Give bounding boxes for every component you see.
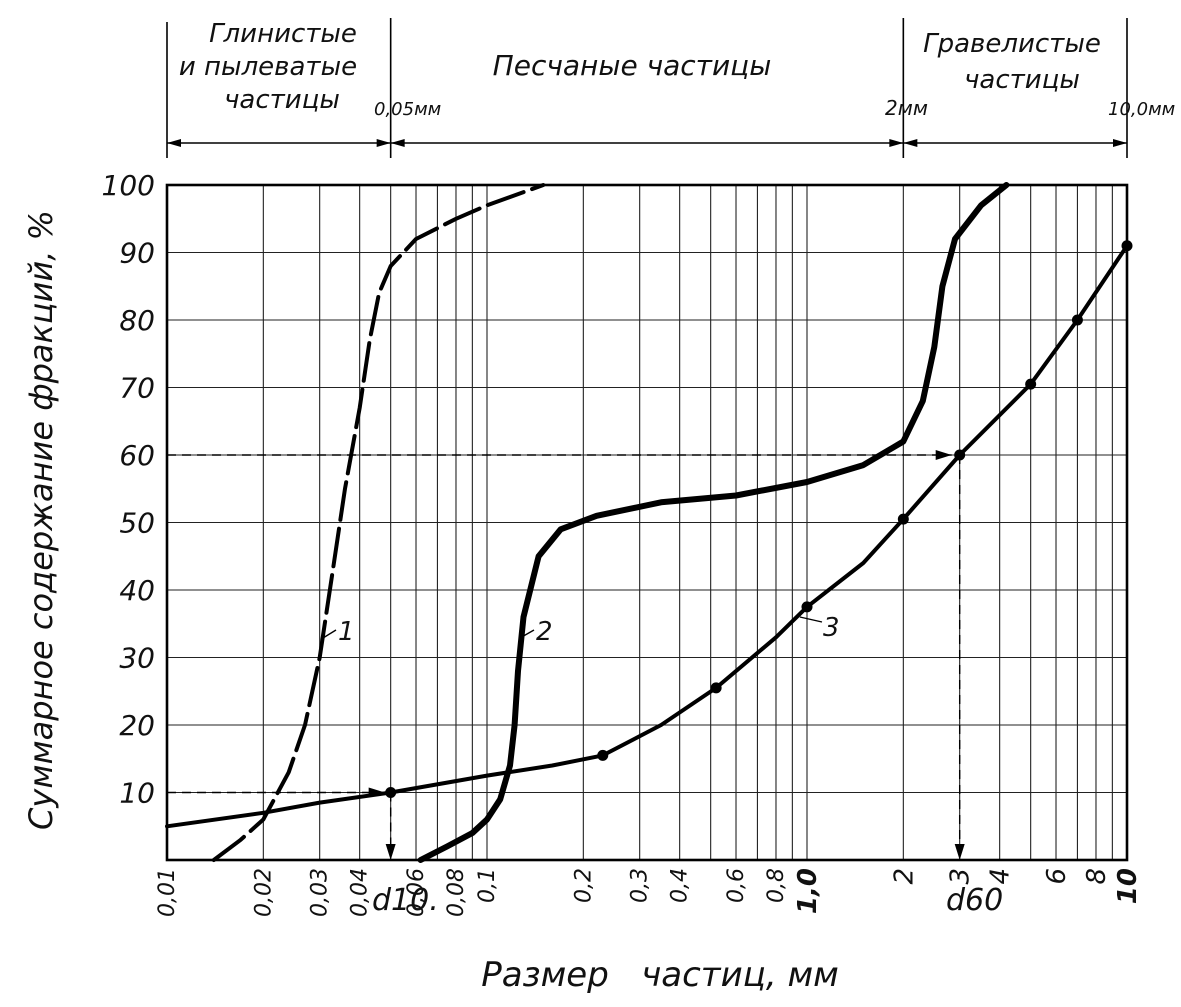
- x-tick-label: 0,08: [444, 868, 469, 917]
- x-tick-label: 0,8: [764, 868, 789, 903]
- x-tick-label: 1,0: [793, 868, 823, 914]
- x-tick-label: 2: [889, 868, 919, 885]
- zone-sand-label: Песчаные частицы: [493, 49, 772, 82]
- series-2-line: [417, 182, 1010, 863]
- grid: [165, 18, 1129, 862]
- series-2-pointer: [520, 629, 535, 638]
- labels: Глинистые и пылеватые частицы Песчаные ч…: [22, 19, 1175, 995]
- zone-arrow-head: [903, 139, 918, 147]
- y-ticks: 100 90 80 70 60 50 40 30 20 10: [102, 169, 155, 810]
- x-axis-title: Размер частиц, мм: [481, 955, 839, 995]
- series-3-point: [1121, 240, 1133, 252]
- zone-arrow-head: [390, 139, 405, 147]
- x-tick-label: 3: [946, 868, 976, 885]
- series-label-1: 1: [338, 617, 355, 647]
- zone-arrow-head: [1113, 139, 1127, 147]
- zone-gravel-line2: частицы: [964, 65, 1080, 95]
- series-1-pointer: [323, 629, 337, 638]
- y-tick-label: 100: [102, 169, 155, 202]
- x-tick-label: 0,2: [571, 868, 596, 903]
- guide-lines: [167, 450, 965, 860]
- annotation-d60: d60: [946, 883, 1003, 918]
- x-tick-label: 4: [986, 868, 1016, 885]
- series-3-point: [710, 682, 722, 694]
- series-3-point: [1071, 314, 1083, 326]
- series-3-point: [801, 601, 813, 613]
- x-tick-label: 0,6: [724, 868, 749, 903]
- series-3-point: [385, 787, 397, 798]
- series-3-point: [897, 513, 909, 525]
- x-tick-label: 0,1: [475, 868, 500, 903]
- x-tick-label: 0,03: [308, 868, 333, 917]
- x-tick-label: 0,06: [404, 868, 429, 917]
- series-3-pointer: [799, 616, 823, 623]
- guide-d60-arrow-h: [935, 450, 952, 460]
- series-1-line: [211, 183, 546, 862]
- y-tick-label: 10: [119, 777, 155, 810]
- series-3-point: [1025, 378, 1037, 390]
- y-tick-label: 70: [119, 372, 155, 405]
- x-tick-label: 10: [1113, 868, 1143, 904]
- guide-d60-arrow: [954, 844, 965, 860]
- series-3-point: [597, 749, 609, 761]
- y-tick-label: 30: [119, 642, 155, 675]
- boundary-label-005: 0,05мм: [374, 99, 441, 120]
- x-tick-label: 0,3: [628, 868, 653, 903]
- y-axis-title: Суммарное содержание фракций, %: [22, 210, 60, 830]
- x-ticks: 0,01 0,02 0,03 0,04 0,06 0,08 0,1 0,2 0,3 0,4 0,6 0…: [155, 868, 1143, 917]
- series-label-2: 2: [536, 617, 553, 647]
- x-tick-label: 0,01: [155, 868, 180, 917]
- zone-arrow-head: [167, 139, 181, 147]
- plot-frame: [165, 183, 1129, 862]
- y-tick-label: 20: [119, 709, 155, 742]
- annotation-d10: d10.: [372, 883, 439, 918]
- series-3-point: [954, 449, 966, 461]
- series-label-3: 3: [823, 613, 840, 643]
- curve-markers: [385, 240, 1133, 798]
- y-tick-label: 40: [119, 574, 155, 607]
- x-tick-label: 6: [1042, 868, 1072, 885]
- boundary-label-10: 10,0мм: [1108, 99, 1175, 120]
- zone-clay-line2: и пылеватые: [179, 52, 357, 82]
- x-tick-label: 0,4: [668, 868, 693, 903]
- boundary-label-2: 2мм: [885, 96, 928, 120]
- x-tick-label: 8: [1082, 868, 1112, 885]
- zone-arrow-head: [376, 139, 391, 147]
- y-tick-label: 90: [119, 237, 155, 270]
- x-tick-label: 0,04: [348, 868, 373, 917]
- zone-arrow-head: [889, 139, 904, 147]
- zone-clay-line3: частицы: [224, 85, 340, 115]
- series-3-line: [165, 243, 1129, 829]
- y-tick-label: 80: [119, 304, 155, 337]
- y-tick-label: 60: [119, 439, 155, 472]
- guide-d10-arrow: [385, 844, 396, 860]
- zone-gravel-line1: Гравелистые: [923, 29, 1101, 59]
- y-tick-label: 50: [119, 507, 155, 540]
- zone-clay-line1: Глинистые: [209, 19, 357, 49]
- x-tick-label: 0,02: [251, 868, 276, 917]
